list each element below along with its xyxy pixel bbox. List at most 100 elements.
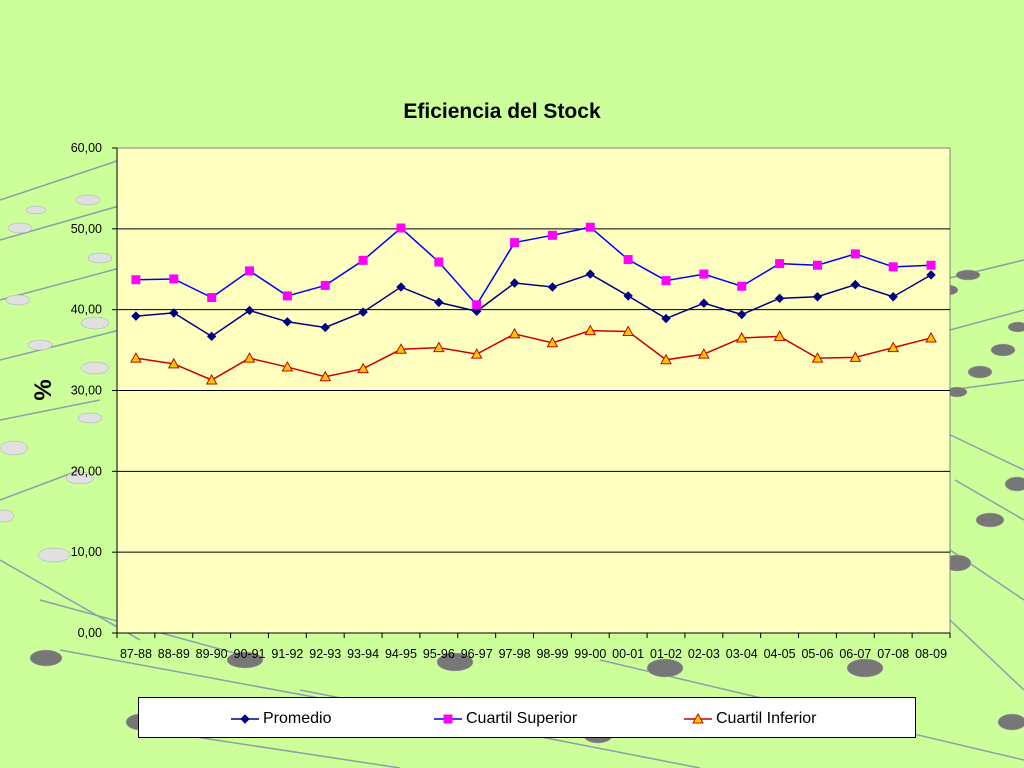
legend-swatch — [434, 714, 462, 723]
x-tick-label: 08-09 — [915, 647, 947, 661]
y-tick-label: 60,00 — [71, 141, 102, 155]
x-tick-label: 07-08 — [877, 647, 909, 661]
data-point — [358, 255, 368, 265]
data-point — [434, 297, 444, 308]
data-point — [434, 257, 444, 267]
data-point — [585, 222, 595, 232]
data-point — [357, 362, 369, 374]
legend-marker — [443, 714, 453, 723]
x-tick-label: 88-89 — [158, 647, 190, 661]
deco-sphere — [646, 658, 684, 678]
series-cuartil-inferior — [130, 324, 937, 385]
legend-marker — [240, 713, 250, 724]
deco-sphere — [975, 512, 1005, 528]
x-tick-label: 90-91 — [234, 647, 266, 661]
data-point — [735, 331, 748, 343]
data-point — [811, 352, 824, 363]
deco-sphere — [0, 440, 29, 456]
data-point — [699, 298, 709, 308]
data-point — [737, 309, 747, 320]
data-point — [925, 331, 937, 343]
data-point — [887, 341, 900, 353]
x-tick-label: 01-02 — [650, 647, 682, 661]
data-point — [358, 307, 368, 317]
y-tick-label: 10,00 — [71, 545, 102, 559]
series-cuartil-superior — [131, 222, 936, 310]
data-point — [244, 305, 255, 316]
data-point — [547, 282, 558, 292]
series-line — [135, 273, 932, 338]
data-point — [396, 223, 406, 233]
series-promedio — [131, 269, 936, 342]
data-point — [623, 255, 633, 265]
deco-sphere — [80, 316, 110, 330]
data-point — [774, 293, 785, 304]
data-point — [319, 370, 332, 382]
deco-sphere — [29, 649, 63, 667]
y-axis-ticks: 0,00 10,00 20,00 30,00 40,00 50,00 60,00 — [71, 141, 117, 640]
data-point — [282, 317, 293, 327]
deco-line — [0, 469, 81, 501]
data-point — [130, 352, 142, 363]
data-point — [773, 330, 786, 341]
legend-item: Cuartil Superior — [434, 698, 577, 739]
data-point — [243, 352, 256, 363]
deco-sphere — [27, 339, 53, 351]
x-tick-label: 89-90 — [196, 647, 228, 661]
deco-sphere — [65, 471, 95, 485]
data-point — [812, 260, 822, 270]
legend-label: Cuartil Inferior — [716, 709, 817, 727]
data-point — [167, 357, 180, 369]
deco-sphere — [7, 222, 33, 234]
x-tick-label: 87-88 — [120, 647, 152, 661]
data-point — [849, 351, 862, 362]
data-point — [888, 292, 898, 302]
legend-swatch — [231, 713, 259, 724]
data-point — [470, 348, 483, 359]
data-point — [206, 331, 217, 342]
data-point — [282, 291, 292, 301]
deco-line — [0, 399, 101, 421]
y-tick-label: 30,00 — [71, 384, 102, 398]
x-tick-label: 96-97 — [461, 647, 493, 661]
data-point — [926, 260, 936, 270]
data-point — [888, 262, 898, 272]
data-point — [546, 336, 559, 348]
series-layer — [130, 222, 937, 385]
y-tick-label: 0,00 — [78, 626, 102, 640]
deco-sphere — [80, 361, 110, 375]
data-point — [661, 276, 671, 286]
data-point — [737, 281, 747, 291]
gridlines — [117, 228, 950, 553]
series-line — [135, 329, 932, 381]
data-point — [320, 322, 330, 333]
x-tick-label: 99-00 — [574, 647, 606, 661]
deco-sphere — [77, 412, 103, 424]
data-point — [205, 373, 218, 385]
chart-title: Eficiencia del Stock — [403, 100, 601, 123]
deco-sphere — [846, 658, 884, 678]
data-point — [169, 308, 179, 318]
x-tick-label: 98-99 — [536, 647, 568, 661]
data-point — [169, 274, 179, 284]
legend-item: Promedio — [231, 698, 331, 739]
data-point — [812, 292, 823, 302]
deco-sphere — [87, 252, 113, 264]
legend-swatch — [684, 712, 712, 723]
deco-line — [954, 479, 1024, 521]
deco-sphere — [967, 365, 993, 379]
deco-line — [949, 309, 1024, 331]
data-point — [131, 275, 141, 285]
x-tick-label: 97-98 — [499, 647, 531, 661]
deco-sphere — [1007, 321, 1024, 333]
data-point — [850, 279, 861, 290]
x-tick-label: 02-03 — [688, 647, 720, 661]
legend: Promedio Cuartil Superior Cuartil Inferior — [138, 697, 916, 738]
data-point — [623, 291, 633, 301]
data-point — [395, 343, 407, 354]
data-point — [510, 238, 520, 248]
data-point — [472, 300, 482, 310]
x-tick-label: 03-04 — [726, 647, 758, 661]
deco-line — [939, 429, 1024, 471]
